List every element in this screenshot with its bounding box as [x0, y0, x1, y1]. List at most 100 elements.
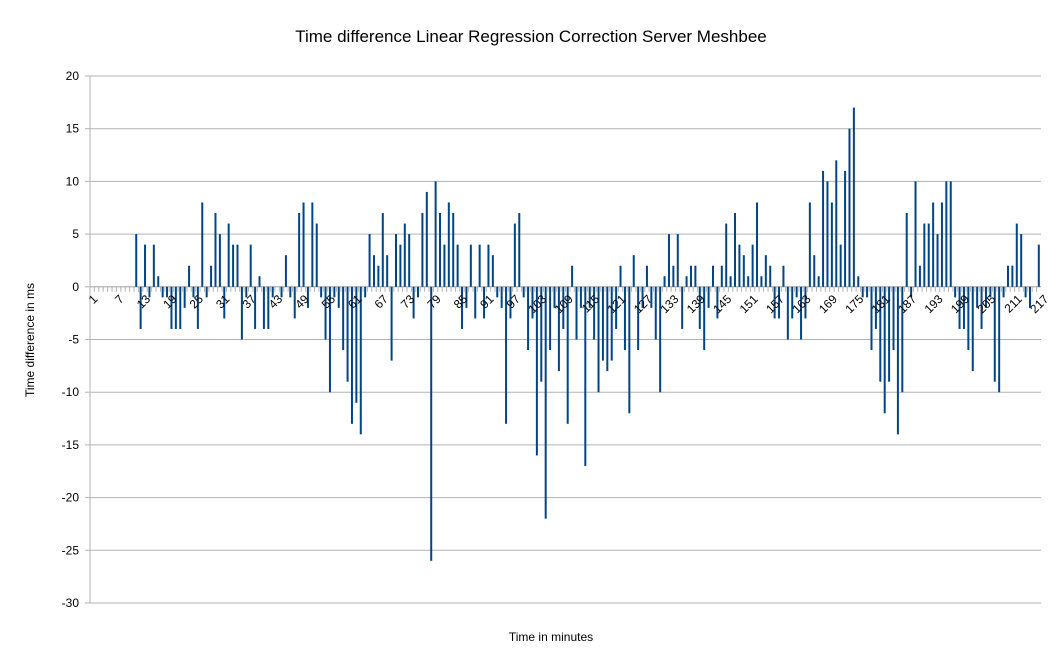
- bar: [707, 286, 710, 308]
- bar: [685, 276, 688, 287]
- x-axis-label: Time in minutes: [508, 630, 594, 644]
- bar: [729, 276, 732, 287]
- bar: [390, 286, 393, 361]
- bar: [284, 255, 287, 287]
- bar: [333, 286, 336, 298]
- bars: [135, 107, 1040, 561]
- bar: [681, 286, 684, 329]
- bar: [1028, 286, 1031, 308]
- bar: [531, 286, 534, 319]
- bar: [513, 223, 516, 287]
- bar: [328, 286, 331, 393]
- y-tick-label: 0: [72, 280, 79, 294]
- bar: [663, 276, 666, 287]
- bar: [866, 286, 869, 298]
- bar: [579, 286, 582, 308]
- bar: [980, 286, 983, 329]
- bar: [254, 286, 257, 329]
- y-tick-label: 20: [66, 69, 80, 83]
- bar: [430, 286, 433, 561]
- bar: [817, 276, 820, 287]
- bar: [161, 286, 164, 298]
- bar: [857, 276, 860, 287]
- bar: [1015, 223, 1018, 287]
- bar: [967, 286, 970, 351]
- bar: [434, 181, 437, 287]
- bar: [751, 244, 754, 287]
- bar: [491, 255, 494, 287]
- bar: [205, 286, 208, 298]
- bar: [623, 286, 626, 351]
- bar: [509, 286, 512, 319]
- bar: [562, 286, 565, 329]
- bar: [676, 234, 679, 287]
- bar: [386, 255, 389, 287]
- bar: [368, 234, 371, 287]
- bar: [1024, 286, 1027, 298]
- bar: [249, 244, 252, 287]
- bar: [487, 244, 490, 287]
- bar: [553, 286, 556, 308]
- bar: [601, 286, 604, 361]
- bar: [844, 170, 847, 287]
- bar: [148, 286, 151, 298]
- y-tick-label: -10: [62, 385, 80, 399]
- bar: [848, 128, 851, 287]
- bar: [914, 181, 917, 287]
- bar: [377, 265, 380, 287]
- bar: [870, 286, 873, 351]
- bar: [923, 223, 926, 287]
- bar: [157, 276, 160, 287]
- y-tick-label: -20: [62, 491, 80, 505]
- y-tick-label: -15: [62, 438, 80, 452]
- bar: [958, 286, 961, 329]
- x-tick-label: 31: [213, 292, 233, 312]
- chart-title: Time difference Linear Regression Correc…: [295, 27, 767, 46]
- bar: [174, 286, 177, 329]
- bar: [615, 286, 618, 329]
- bar: [447, 202, 450, 287]
- bar: [910, 286, 913, 298]
- bar: [505, 286, 508, 424]
- bar: [223, 286, 226, 319]
- bar: [465, 286, 468, 308]
- x-tick-label: 67: [372, 292, 392, 312]
- bar: [540, 286, 543, 382]
- bar: [782, 265, 785, 287]
- bar: [984, 286, 987, 308]
- bar: [927, 223, 930, 287]
- bar: [372, 255, 375, 287]
- bar: [993, 286, 996, 382]
- bar: [694, 265, 697, 287]
- bar: [918, 265, 921, 287]
- bar: [742, 255, 745, 287]
- bar: [597, 286, 600, 393]
- y-tick-label: -30: [62, 596, 80, 610]
- bar: [698, 286, 701, 329]
- x-tick-label: 151: [737, 292, 761, 316]
- bar: [725, 223, 728, 287]
- bar: [883, 286, 886, 414]
- bar: [346, 286, 349, 382]
- bar: [452, 213, 455, 287]
- bar: [962, 286, 965, 329]
- bar: [227, 223, 230, 287]
- bar: [461, 286, 464, 329]
- bar: [201, 202, 204, 287]
- bar: [703, 286, 706, 351]
- bar: [610, 286, 613, 361]
- bar: [240, 286, 243, 340]
- bar: [483, 286, 486, 319]
- bar: [544, 286, 547, 519]
- bar: [835, 160, 838, 287]
- bar: [786, 286, 789, 340]
- bar: [641, 286, 644, 308]
- bar: [421, 213, 424, 287]
- bar: [619, 265, 622, 287]
- bar: [245, 286, 248, 298]
- bar: [769, 265, 772, 287]
- bar: [773, 286, 776, 319]
- x-tick-label: 73: [398, 292, 418, 312]
- bar: [170, 286, 173, 329]
- bar: [267, 286, 270, 329]
